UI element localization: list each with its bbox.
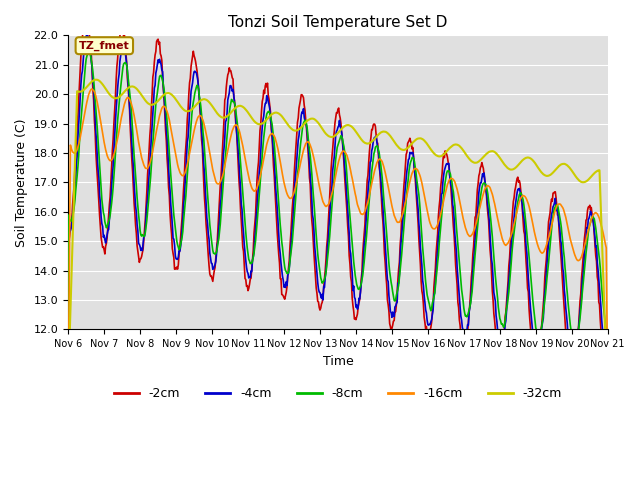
Title: Tonzi Soil Temperature Set D: Tonzi Soil Temperature Set D: [228, 15, 447, 30]
Y-axis label: Soil Temperature (C): Soil Temperature (C): [15, 118, 28, 247]
Legend: -2cm, -4cm, -8cm, -16cm, -32cm: -2cm, -4cm, -8cm, -16cm, -32cm: [109, 383, 567, 406]
X-axis label: Time: Time: [323, 355, 353, 368]
Text: TZ_fmet: TZ_fmet: [79, 41, 130, 51]
